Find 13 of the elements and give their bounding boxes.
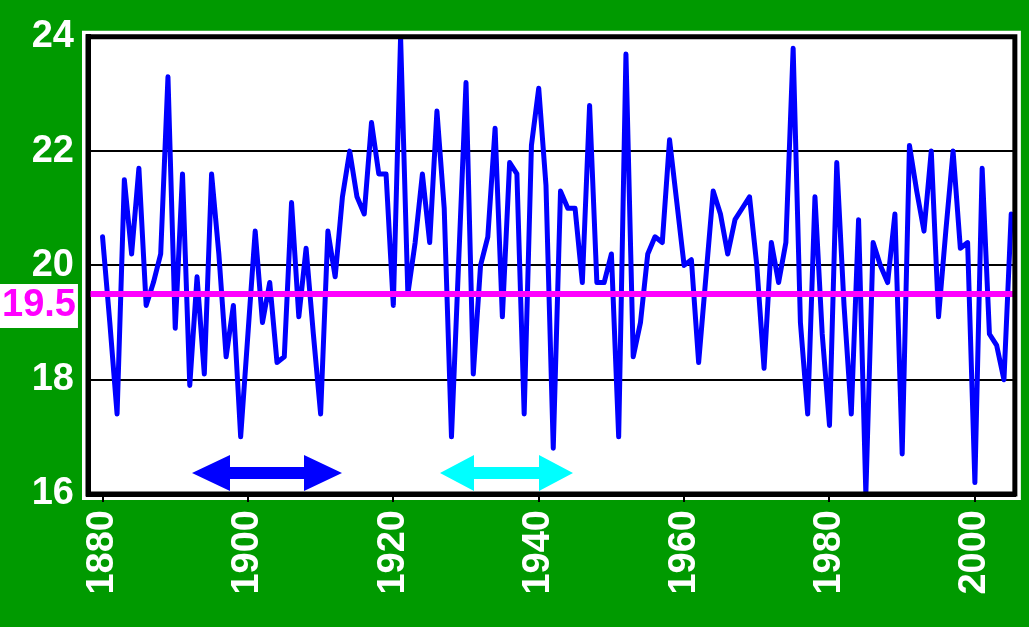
y-tick-label: 22 — [31, 127, 74, 170]
x-tick-label: 1880 — [79, 510, 122, 595]
x-tick-label: 1960 — [660, 510, 703, 595]
y-tick-label: 24 — [31, 13, 74, 56]
y-tick-label: 20 — [31, 241, 74, 284]
x-tick-label: 1920 — [369, 510, 412, 595]
y-tick-label: 16 — [31, 470, 74, 513]
x-tick-label: 2000 — [951, 510, 994, 595]
x-tick-label: 1900 — [224, 510, 267, 595]
y-tick-label: 18 — [31, 356, 74, 399]
ref-line-label: 19.5 — [2, 282, 76, 325]
x-tick-label: 1940 — [515, 510, 558, 595]
x-tick-label: 1980 — [805, 510, 848, 595]
